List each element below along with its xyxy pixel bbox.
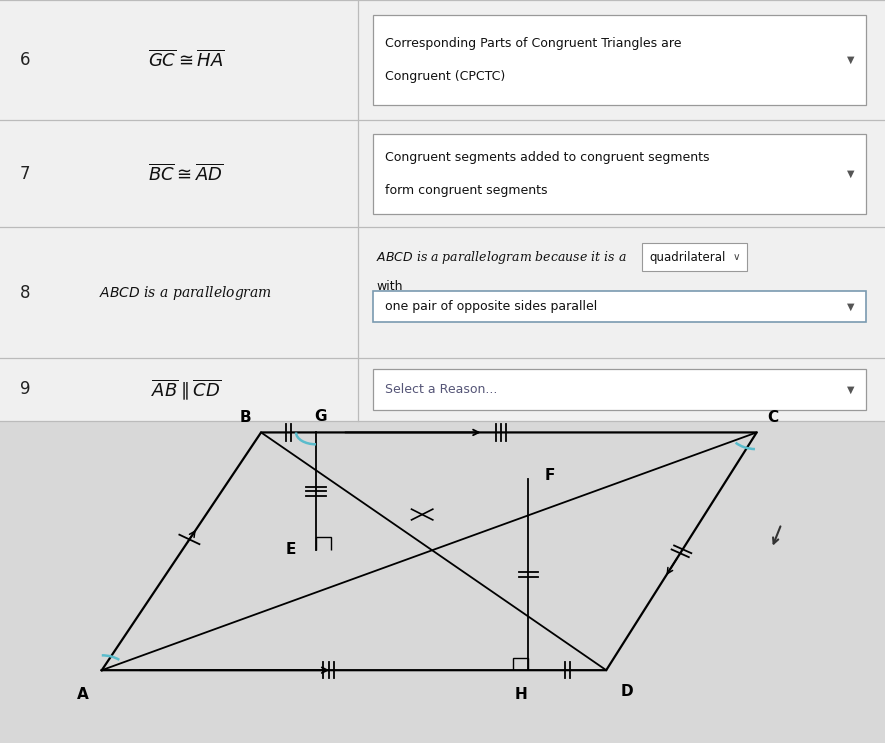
Text: ▼: ▼: [847, 302, 854, 312]
Text: 9: 9: [19, 380, 30, 398]
Text: $\overline{GC} \cong \overline{HA}$: $\overline{GC} \cong \overline{HA}$: [148, 50, 224, 71]
Bar: [0, 0, 885, 421]
Text: D: D: [620, 684, 633, 698]
Text: ▼: ▼: [847, 169, 854, 179]
Text: B: B: [239, 410, 251, 425]
Text: F: F: [544, 468, 555, 483]
Text: ∨: ∨: [733, 252, 741, 262]
Text: ▼: ▼: [847, 55, 854, 65]
FancyBboxPatch shape: [373, 369, 866, 409]
Text: $\overline{BC} \cong \overline{AD}$: $\overline{BC} \cong \overline{AD}$: [149, 163, 223, 184]
Text: form congruent segments: form congruent segments: [385, 184, 548, 197]
FancyBboxPatch shape: [373, 291, 866, 322]
Text: ▼: ▼: [847, 384, 854, 395]
Text: quadrilateral: quadrilateral: [650, 250, 726, 264]
Bar: [0, 421, 885, 743]
Text: $ABCD$ is a parallelogram because it is a: $ABCD$ is a parallelogram because it is …: [376, 249, 627, 265]
Text: H: H: [515, 687, 527, 701]
FancyBboxPatch shape: [373, 134, 866, 214]
FancyBboxPatch shape: [642, 243, 747, 271]
Text: $ABCD$ is a parallelogram: $ABCD$ is a parallelogram: [99, 284, 273, 302]
Text: Congruent segments added to congruent segments: Congruent segments added to congruent se…: [385, 151, 710, 164]
Text: 7: 7: [19, 165, 30, 183]
Text: 6: 6: [19, 51, 30, 69]
Text: Corresponding Parts of Congruent Triangles are: Corresponding Parts of Congruent Triangl…: [385, 37, 681, 51]
FancyBboxPatch shape: [373, 16, 866, 105]
Text: E: E: [286, 542, 296, 557]
Text: 8: 8: [19, 284, 30, 302]
Text: Congruent (CPCTC): Congruent (CPCTC): [385, 70, 505, 83]
Text: with: with: [376, 280, 403, 293]
Text: $\overline{AB} \parallel \overline{CD}$: $\overline{AB} \parallel \overline{CD}$: [150, 377, 221, 402]
Text: G: G: [314, 409, 327, 424]
Text: Select a Reason...: Select a Reason...: [385, 383, 497, 396]
Text: A: A: [77, 687, 88, 701]
Text: one pair of opposite sides parallel: one pair of opposite sides parallel: [385, 300, 597, 314]
Text: C: C: [767, 410, 778, 425]
